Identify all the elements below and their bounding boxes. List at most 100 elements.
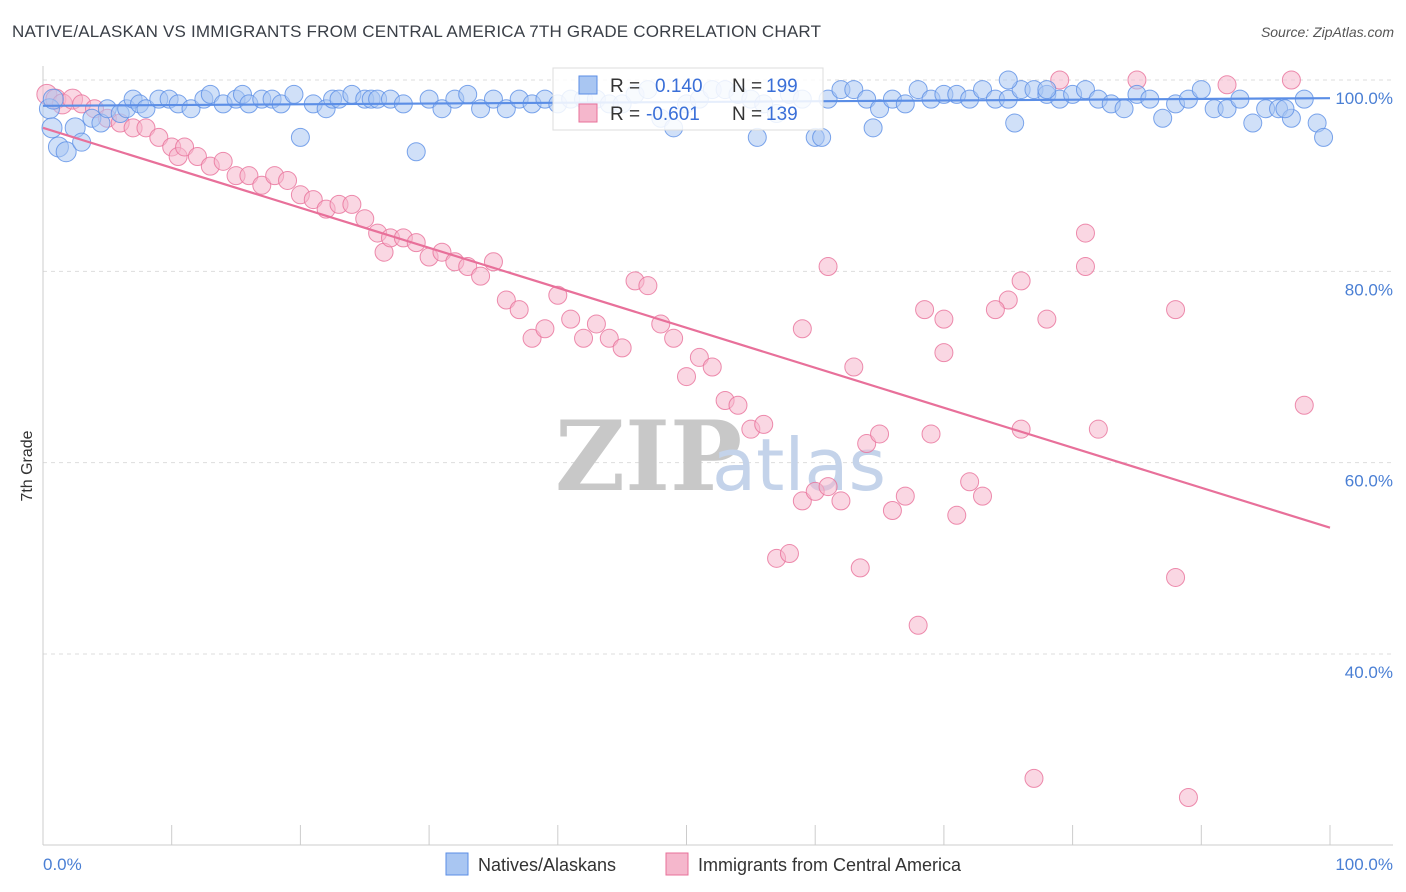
blue-point (1114, 99, 1134, 119)
x-tick-right: 100.0% (1335, 855, 1393, 874)
pink-point (1075, 257, 1095, 277)
pink-point (1050, 70, 1070, 90)
pink-point (915, 300, 935, 320)
pink-point (599, 328, 619, 348)
pink-point (947, 505, 967, 525)
blue-point (1275, 99, 1295, 119)
blue-point (1191, 80, 1211, 100)
blue-point (406, 142, 426, 162)
pink-point (973, 486, 993, 506)
pink-point (728, 395, 748, 415)
pink-point (574, 328, 594, 348)
pink-point (998, 290, 1018, 310)
pink-point (882, 501, 902, 520)
stats-pink-r: -0.601 (646, 104, 700, 125)
pink-point (586, 314, 606, 334)
stats-blue-r: 0.140 (655, 76, 703, 97)
pink-trend-line (42, 126, 1331, 529)
pink-point (1037, 309, 1057, 329)
blue-point (870, 99, 890, 119)
blue-point (998, 70, 1018, 90)
pink-point (960, 472, 980, 492)
blue-point (908, 80, 928, 100)
pink-point (857, 434, 877, 454)
y-tick-label: 40.0% (1345, 663, 1393, 682)
pink-point (471, 266, 491, 286)
stats-box: R = 0.140 N = 199 R = -0.601 N = 139 (552, 67, 824, 131)
pink-point (677, 367, 696, 387)
x-tick-left: 0.0% (43, 855, 82, 874)
y-axis-label: 7th Grade (19, 430, 36, 501)
pink-point (818, 477, 838, 497)
pink-point (1075, 223, 1095, 243)
stats-blue-n-label: N = (732, 76, 762, 97)
pink-point (934, 309, 954, 329)
pink-point (278, 170, 298, 190)
pink-point (187, 147, 207, 167)
y-tick-label: 100.0% (1335, 89, 1393, 108)
pink-point (792, 491, 812, 511)
pink-point (561, 309, 581, 329)
pink-point (754, 414, 774, 434)
pink-point (779, 544, 799, 564)
legend: Natives/Alaskans Immigrants from Central… (445, 852, 962, 876)
pink-point (149, 127, 169, 147)
y-tick-label: 60.0% (1345, 472, 1393, 491)
series-pink-points (36, 70, 1314, 807)
pink-point (1011, 271, 1031, 291)
blue-point (458, 84, 478, 104)
pink-point (136, 118, 156, 138)
pink-point (664, 328, 684, 348)
pink-point (1166, 567, 1186, 587)
stats-pink-n-label: N = (732, 104, 762, 125)
blue-point (1153, 108, 1173, 128)
pink-point (844, 357, 864, 377)
pink-point (870, 424, 890, 444)
y-tick-label: 80.0% (1345, 280, 1393, 299)
blue-point (284, 84, 304, 104)
watermark-zip: ZIP (555, 400, 742, 513)
blue-point (42, 88, 64, 110)
blue-point (747, 127, 767, 147)
chart-title: NATIVE/ALASKAN VS IMMIGRANTS FROM CENTRA… (12, 22, 822, 41)
blue-point (844, 80, 864, 100)
pink-point (252, 175, 272, 195)
stats-pink-r-label: R = (610, 104, 640, 125)
blue-point (55, 141, 77, 163)
source-label: Source: ZipAtlas.com (1260, 24, 1394, 40)
stats-pink-swatch (578, 103, 598, 123)
stats-blue-n: 199 (766, 76, 798, 97)
watermark: ZIP atlas (555, 400, 886, 513)
stats-blue-r-label: R = (610, 76, 640, 97)
pink-point (213, 151, 233, 171)
pink-point (548, 285, 568, 305)
pink-point (406, 233, 426, 253)
stats-blue-swatch (578, 75, 598, 95)
pink-point (985, 300, 1005, 320)
pink-point (908, 615, 928, 635)
blue-point (895, 94, 915, 114)
pink-point (612, 338, 632, 358)
axes (42, 66, 1393, 846)
pink-point (1294, 395, 1314, 415)
blue-point (1314, 127, 1334, 147)
pink-point (1217, 75, 1237, 95)
pink-point (1024, 768, 1044, 788)
blue-point (863, 118, 883, 138)
blue-point (960, 89, 980, 109)
pink-point (239, 166, 259, 186)
pink-point (921, 424, 941, 444)
blue-point (1243, 113, 1263, 133)
legend-blue-label: Natives/Alaskans (478, 855, 616, 875)
y-tick-labels: 100.0% 80.0% 60.0% 40.0% (1335, 89, 1393, 682)
blue-point (290, 127, 310, 147)
pink-point (934, 343, 954, 363)
pink-point (702, 357, 722, 377)
blue-point (812, 127, 832, 147)
pink-point (1178, 788, 1198, 807)
blue-point (973, 80, 993, 100)
pink-point (850, 558, 870, 578)
pink-point (1166, 300, 1186, 320)
pink-point (522, 328, 542, 348)
